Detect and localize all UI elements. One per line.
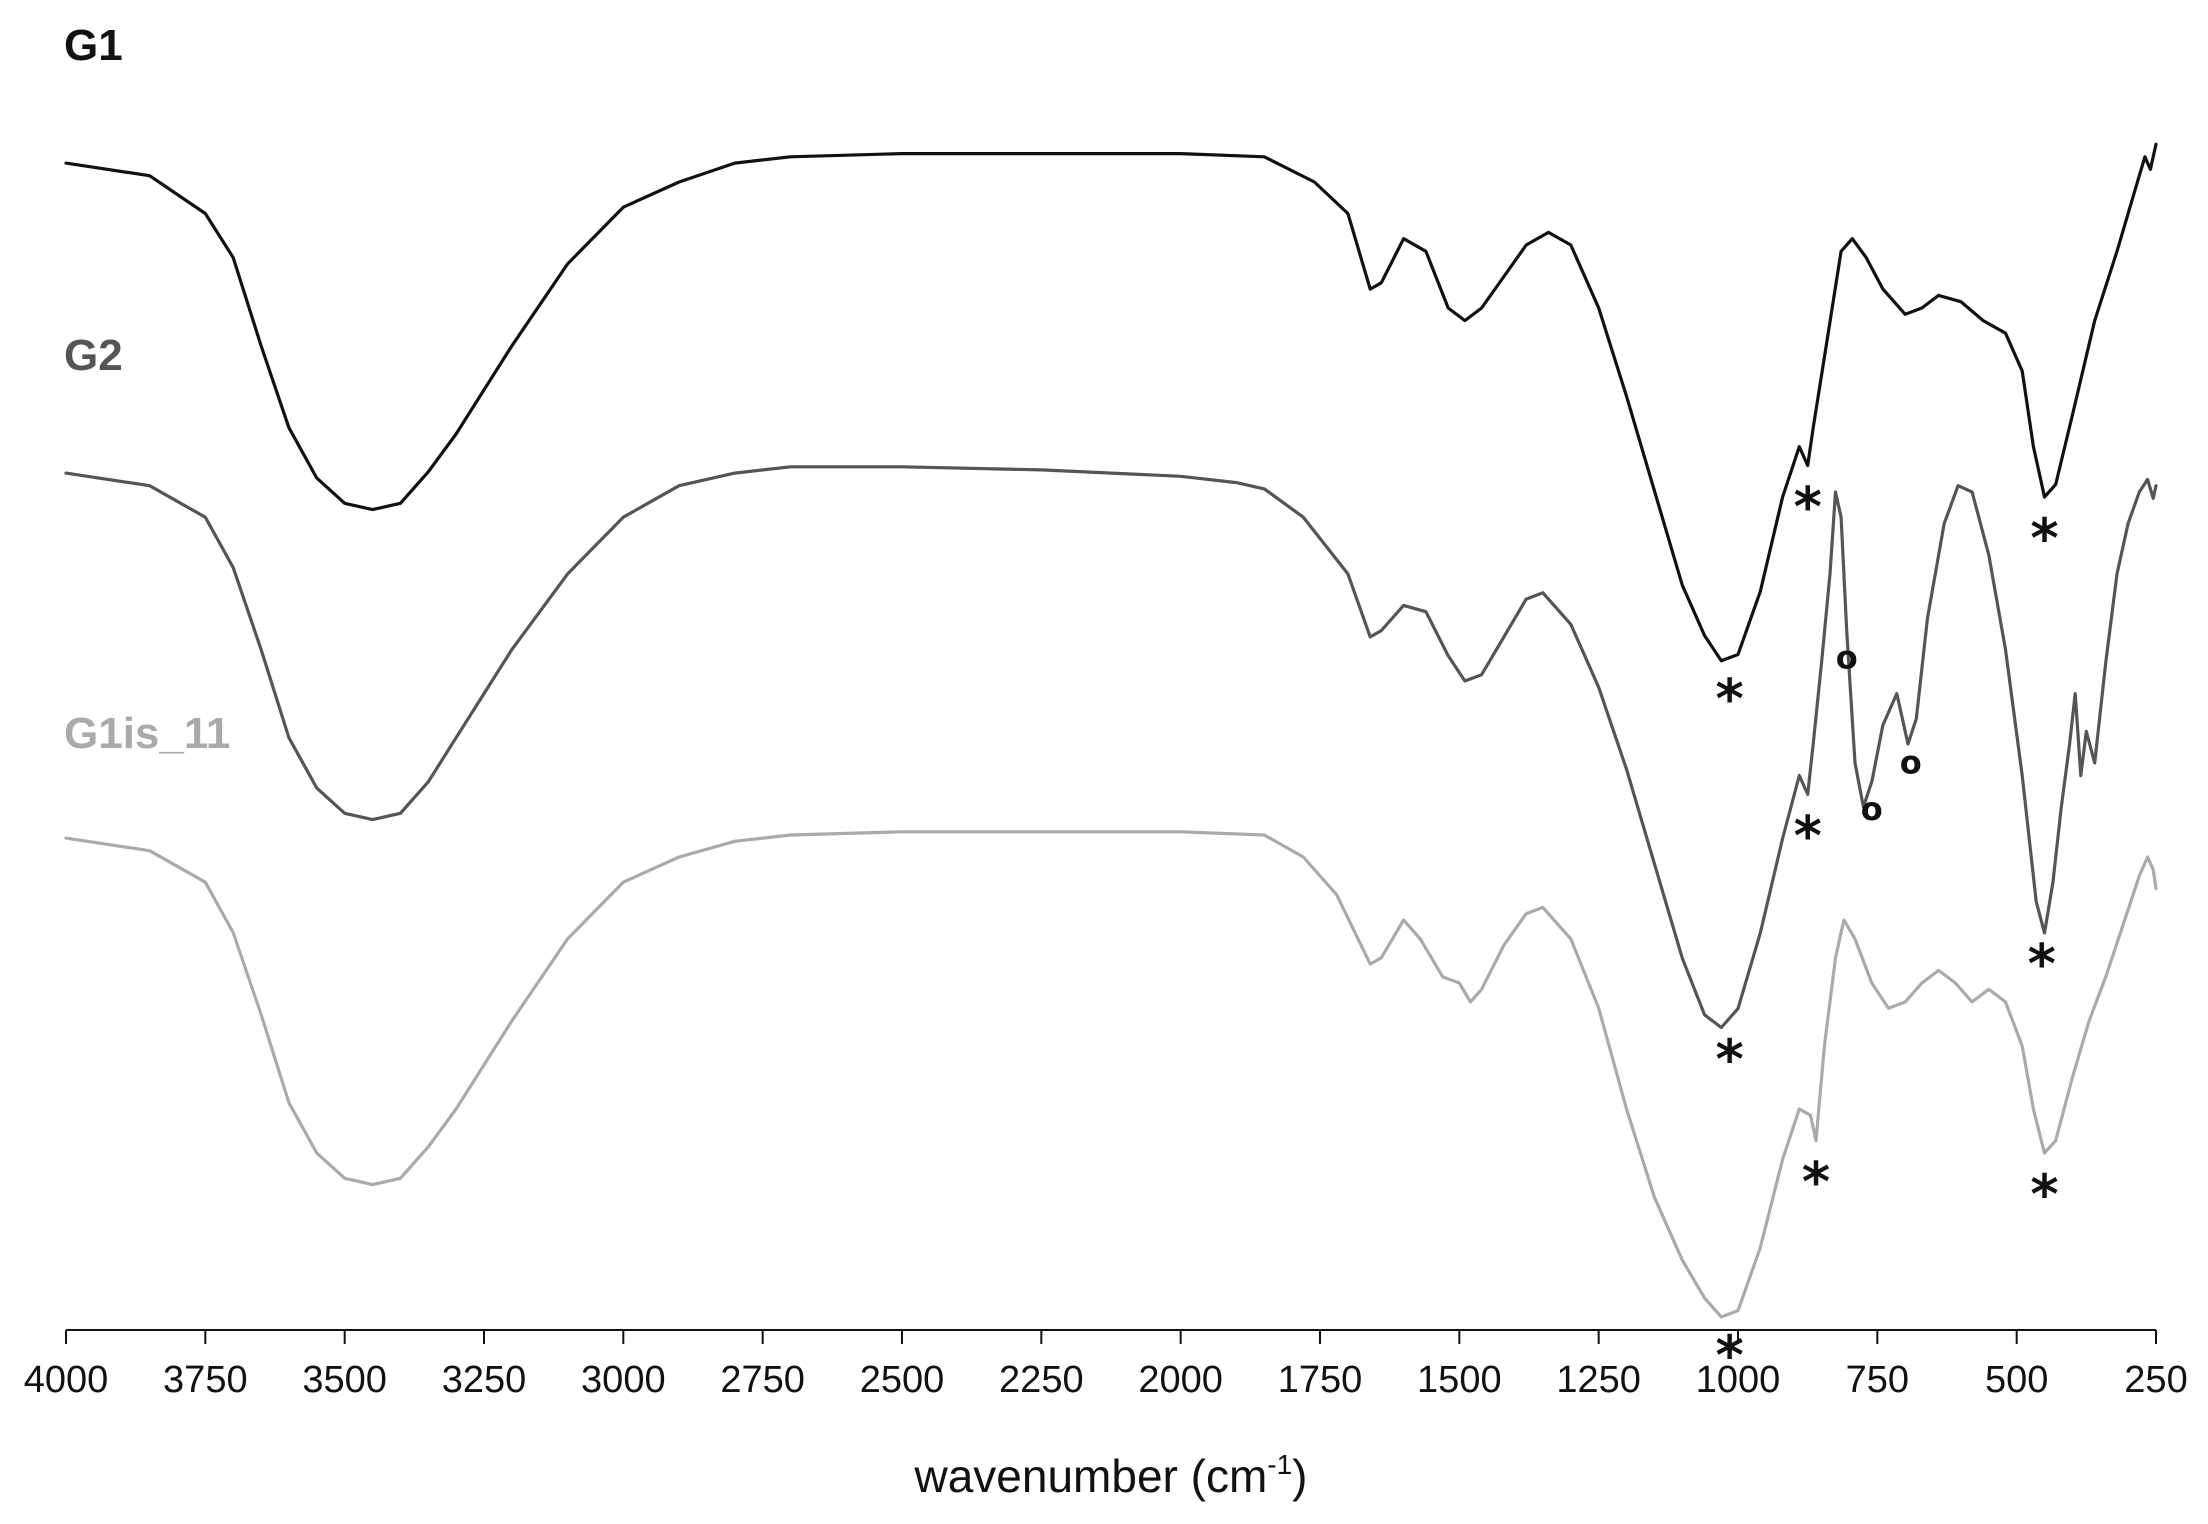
x-tick-label-250: 250 bbox=[2124, 1359, 2187, 1401]
x-tick-label-2750: 2750 bbox=[720, 1359, 805, 1401]
asterisk-marker-10: * bbox=[2030, 1163, 2058, 1226]
x-axis-title: wavenumber (cm-1) bbox=[913, 1449, 1307, 1502]
x-tick-label-3750: 3750 bbox=[163, 1359, 248, 1401]
x-tick-label-3000: 3000 bbox=[581, 1359, 666, 1401]
asterisk-marker-1: * bbox=[1715, 668, 1743, 731]
asterisk-marker-11: * bbox=[1715, 1324, 1743, 1387]
series-line-g2 bbox=[64, 465, 2158, 1030]
x-axis-title-end: ) bbox=[1292, 1450, 1307, 1502]
x-tick-label-2250: 2250 bbox=[999, 1359, 1084, 1401]
asterisk-marker-8: * bbox=[2028, 933, 2056, 996]
asterisk-marker-2: * bbox=[2030, 507, 2058, 570]
series-label-g2: G2 bbox=[64, 331, 123, 380]
series-label-g1: G1 bbox=[64, 21, 123, 70]
series-label-g1is_11: G1is_11 bbox=[64, 709, 230, 758]
x-tick-label-1750: 1750 bbox=[1278, 1359, 1363, 1401]
x-tick-label-500: 500 bbox=[1985, 1359, 2048, 1401]
asterisk-marker-3: * bbox=[1794, 804, 1822, 867]
x-axis: 4000 3750 3500 3250 3000 2750 2500 2250 2000 1750… bbox=[24, 1329, 2188, 1401]
x-tick-label-750: 750 bbox=[1846, 1359, 1909, 1401]
x-axis-title-superscript: -1 bbox=[1267, 1449, 1292, 1480]
asterisk-marker-9: * bbox=[1802, 1151, 1830, 1214]
x-tick-label-3500: 3500 bbox=[302, 1359, 387, 1401]
circle-marker-5: o bbox=[1861, 790, 1883, 828]
series-line-g1 bbox=[64, 142, 2158, 663]
asterisk-marker-0: * bbox=[1794, 476, 1822, 539]
x-tick-label-2500: 2500 bbox=[860, 1359, 945, 1401]
marker-layer: ****ooo*** ** bbox=[1715, 476, 2058, 1387]
circle-marker-6: o bbox=[1900, 744, 1922, 782]
x-tick-label-1000: 1000 bbox=[1696, 1359, 1781, 1401]
x-tick-label-1500: 1500 bbox=[1417, 1359, 1502, 1401]
x-tick-label-1250: 1250 bbox=[1556, 1359, 1641, 1401]
x-tick-label-4000: 4000 bbox=[24, 1359, 109, 1401]
x-tick-label-3250: 3250 bbox=[442, 1359, 527, 1401]
series-label-layer: G1 G2 G1is_11 bbox=[64, 21, 230, 758]
x-tick-label-2000: 2000 bbox=[1138, 1359, 1223, 1401]
x-axis-title-main: wavenumber (cm bbox=[913, 1450, 1267, 1502]
asterisk-marker-7: * bbox=[1715, 1028, 1743, 1091]
series-layer bbox=[64, 142, 2158, 1319]
circle-marker-4: o bbox=[1836, 639, 1858, 677]
series-line-g1is_11 bbox=[64, 830, 2158, 1319]
